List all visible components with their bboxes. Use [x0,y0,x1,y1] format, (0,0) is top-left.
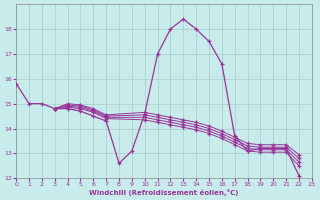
X-axis label: Windchill (Refroidissement éolien,°C): Windchill (Refroidissement éolien,°C) [89,189,239,196]
